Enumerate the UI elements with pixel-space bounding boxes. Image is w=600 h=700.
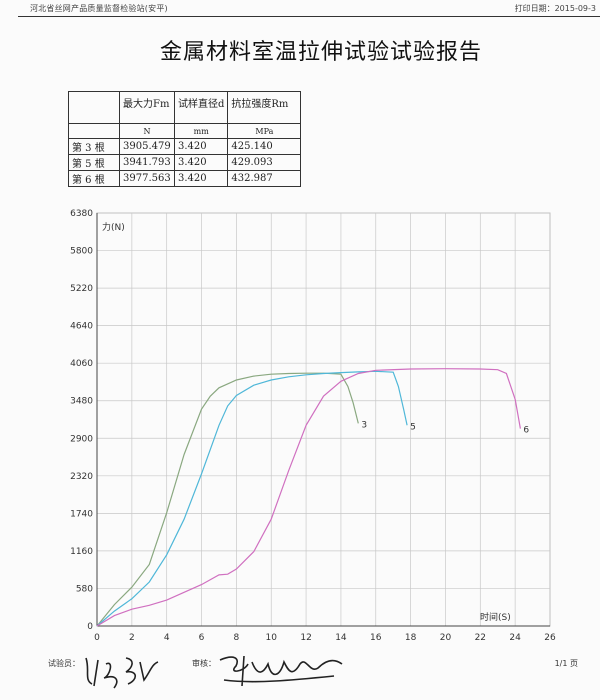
x-tick-label: 14 [335,633,347,643]
x-tick-label: 4 [164,633,170,643]
table-unit-cell [68,123,120,139]
table-unit-row: N mm MPa [68,123,302,139]
table-header-cell: 最大力Fm [119,91,175,124]
table-cell: 3941.793 [119,154,175,171]
y-axis-label: 力(N) [102,221,125,233]
table-cell: 3.420 [173,170,229,187]
table-cell: 3905.479 [119,138,175,155]
y-tick-label: 1740 [70,509,93,519]
series-line-6 [96,368,521,627]
x-tick-label: 2 [129,633,135,643]
y-tick-label: 580 [76,584,93,594]
chart-grid [96,212,551,627]
reviewer-label: 审核： [192,659,216,668]
results-table: 最大力Fm 试样直径d 抗拉强度Rm N mm MPa 第 3 根 3905.4… [68,91,302,187]
force-time-chart: 0 2 4 6 8 10 12 14 16 18 20 22 24 26 0 580 1160 1740 2320 2… [0,200,600,660]
table-unit-cell: N [119,123,175,139]
table-cell: 3.420 [173,154,229,171]
header-divider [18,16,600,17]
x-tick-label: 8 [234,633,240,643]
table-unit-cell: mm [173,123,229,139]
table-row: 第 3 根 3905.479 3.420 425.140 [68,138,302,155]
tester-signature [85,657,159,689]
x-axis-label: 时间(S) [480,611,511,623]
table-cell: 3977.563 [119,170,175,187]
reviewer-signature [219,655,343,687]
y-tick-label: 4060 [70,359,93,369]
table-cell: 3.420 [173,138,229,155]
table-cell: 429.093 [227,154,302,171]
chart-axes: 0 2 4 6 8 10 12 14 16 18 20 22 24 2605801160174023202… [70,209,556,643]
x-tick-label: 0 [94,633,100,643]
x-tick-label: 22 [475,633,486,643]
y-tick-label: 4640 [70,322,93,332]
x-tick-label: 24 [509,633,521,643]
institution-name: 河北省丝网产品质量监督检验站(安平) [30,4,168,13]
table-cell: 第 6 根 [68,170,120,187]
x-tick-label: 6 [199,633,205,643]
print-date: 打印日期：2015-09-3 [514,4,596,13]
chart-svg: 0 2 4 6 8 10 12 14 16 18 20 22 24 2605801160174023202… [70,209,556,643]
table-unit-cell: MPa [227,123,302,139]
y-tick-label: 1160 [70,547,93,557]
series-label: 5 [410,422,416,432]
y-tick-label: 2320 [70,472,93,482]
x-tick-label: 12 [300,633,311,643]
y-tick-label: 3480 [70,397,93,407]
table-header-cell: 抗拉强度Rm [227,91,302,124]
page-number: 1/1 页 [554,659,578,668]
table-cell: 425.140 [227,138,302,155]
table-header-cell: 试样直径d [173,91,229,124]
table-row: 第 6 根 3977.563 3.420 432.987 [68,170,302,187]
plot-frame [96,212,551,627]
table-cell: 第 5 根 [68,154,120,171]
x-tick-label: 26 [544,633,556,643]
report-title: 金属材料室温拉伸试验试验报告 [160,40,483,65]
table-cell: 432.987 [227,170,302,187]
report-footer: 试验员： 审核： 1/1 页 [0,650,600,700]
table-header-cell [68,91,120,124]
tester-label: 试验员： [48,659,80,668]
table-row: 第 5 根 3941.793 3.420 429.093 [68,154,302,171]
y-tick-label: 6380 [70,209,93,219]
table-cell: 第 3 根 [68,138,120,155]
x-tick-label: 20 [440,633,452,643]
chart-series: 3 5 6 [96,368,529,627]
y-tick-label: 5800 [70,247,93,257]
series-line-3 [96,372,359,627]
table-header-row: 最大力Fm 试样直径d 抗拉强度Rm [68,91,302,124]
series-label: 3 [361,420,367,430]
y-tick-label: 5220 [70,284,93,294]
y-tick-label: 0 [87,622,93,632]
x-tick-label: 16 [370,633,382,643]
x-tick-label: 18 [405,633,417,643]
series-line-5 [96,370,408,627]
y-tick-label: 2900 [70,434,93,444]
series-label: 6 [523,426,529,436]
x-tick-label: 10 [266,633,278,643]
